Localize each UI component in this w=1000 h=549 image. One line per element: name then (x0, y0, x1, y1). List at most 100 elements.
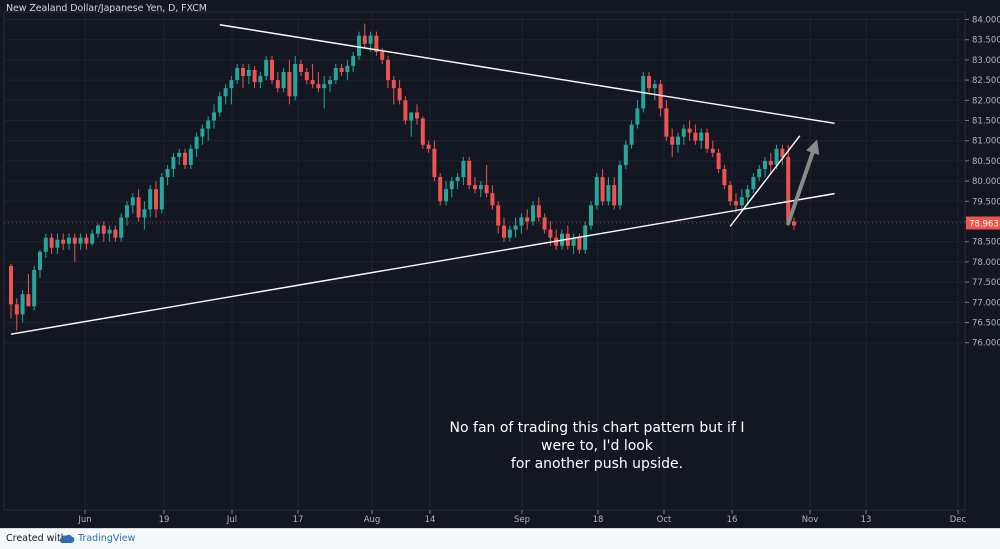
candle-up (757, 164, 762, 182)
projection-arrow (786, 139, 820, 226)
candle-up (206, 116, 211, 141)
arrow-shaft (786, 150, 815, 226)
candle-up (148, 185, 153, 218)
candle-up (739, 189, 744, 210)
y-axis-tick-label: 78.500 (972, 238, 1000, 248)
candle-body (72, 237, 77, 244)
candle-body (333, 67, 338, 81)
candle-up (130, 193, 135, 214)
candle-body (316, 84, 321, 89)
candle-up (264, 55, 269, 81)
candle-body (241, 67, 245, 77)
candle-body (409, 112, 414, 121)
candle-up (513, 217, 518, 238)
candle-up (142, 201, 147, 230)
candle-body (728, 185, 733, 202)
candle-body (9, 265, 13, 305)
candle-down (490, 185, 495, 210)
x-axis-tick-label: Dec (950, 515, 967, 525)
candle-up (328, 76, 332, 93)
candle-up (43, 233, 48, 258)
candle-body (496, 205, 501, 226)
candle-up (333, 63, 338, 85)
candle-body (455, 177, 460, 182)
candle-body (594, 177, 599, 206)
candle-body (84, 237, 89, 244)
candle-body (368, 35, 373, 44)
candle-down (304, 67, 309, 85)
candle-body (49, 237, 54, 248)
footer-brand-link[interactable]: TradingView (78, 533, 136, 544)
candle-up (194, 132, 199, 157)
footer-bar: Created with TradingView (0, 528, 1000, 549)
candle-up (217, 92, 222, 117)
y-axis-tick-label: 78.000 (972, 258, 1000, 268)
chart-area[interactable]: 76.00076.50077.00077.50078.00078.50079.0… (0, 0, 1000, 528)
arrow-head (806, 139, 820, 156)
candle-up (676, 132, 680, 153)
y-axis-tick-label: 83.500 (972, 36, 1000, 46)
candle-down (705, 128, 709, 153)
candle-body (386, 59, 390, 81)
candle-up (751, 173, 756, 194)
candle-body (206, 120, 211, 129)
candle-body (293, 63, 298, 97)
candle-up (652, 80, 657, 101)
candle-body (397, 88, 402, 101)
candle-down (612, 177, 617, 210)
candle-down (49, 233, 54, 254)
candle-body (374, 35, 379, 52)
candle-body (751, 177, 756, 190)
candle-up (455, 173, 460, 190)
plot-frame (3, 11, 966, 511)
candle-body (449, 181, 454, 190)
x-axis-tick-label: 17 (293, 515, 304, 525)
x-axis-tick-label: Oct (657, 515, 672, 525)
y-axis-tick-label: 82.500 (972, 76, 1000, 86)
candle-up (345, 59, 350, 81)
candle-up (606, 177, 611, 206)
y-axis-tick-label: 81.500 (972, 117, 1000, 127)
candle-up (171, 152, 176, 178)
candle-body (612, 185, 617, 206)
candle-down (728, 181, 733, 206)
footer-created-with: Created with (6, 533, 67, 544)
candle-body (664, 108, 669, 137)
candle-down (136, 189, 141, 222)
candle-body (792, 221, 796, 226)
candle-body (43, 237, 48, 252)
candle-body (229, 80, 234, 89)
candle-body (101, 225, 106, 234)
candle-down (113, 225, 118, 242)
candle-down (374, 31, 379, 56)
candle-body (403, 100, 408, 121)
candle-down (780, 144, 785, 165)
candle-down (299, 59, 303, 77)
candle-body (705, 132, 709, 149)
candle-body (345, 65, 350, 73)
candle-body (531, 205, 535, 222)
candle-body (618, 164, 622, 206)
candle-down (600, 168, 605, 206)
candle-up (177, 148, 182, 165)
candle-down (710, 140, 715, 157)
candle-body (484, 185, 489, 194)
candles-group (9, 23, 796, 331)
candle-body (287, 72, 292, 97)
candle-body (380, 51, 385, 60)
candle-body (415, 112, 419, 119)
candle-body (20, 294, 25, 315)
candle-up (681, 124, 686, 145)
x-axis-tick-label: Jun (77, 515, 91, 525)
candle-body (119, 217, 124, 238)
candle-down (496, 201, 501, 234)
candle-up (594, 173, 599, 210)
tradingview-logo-icon[interactable] (59, 533, 75, 545)
candle-body (235, 67, 240, 81)
candle-down (722, 164, 727, 190)
candle-down (287, 59, 292, 105)
candle-body (426, 144, 431, 149)
candle-down (72, 233, 77, 262)
candle-body (768, 160, 773, 165)
candle-body (699, 132, 704, 141)
